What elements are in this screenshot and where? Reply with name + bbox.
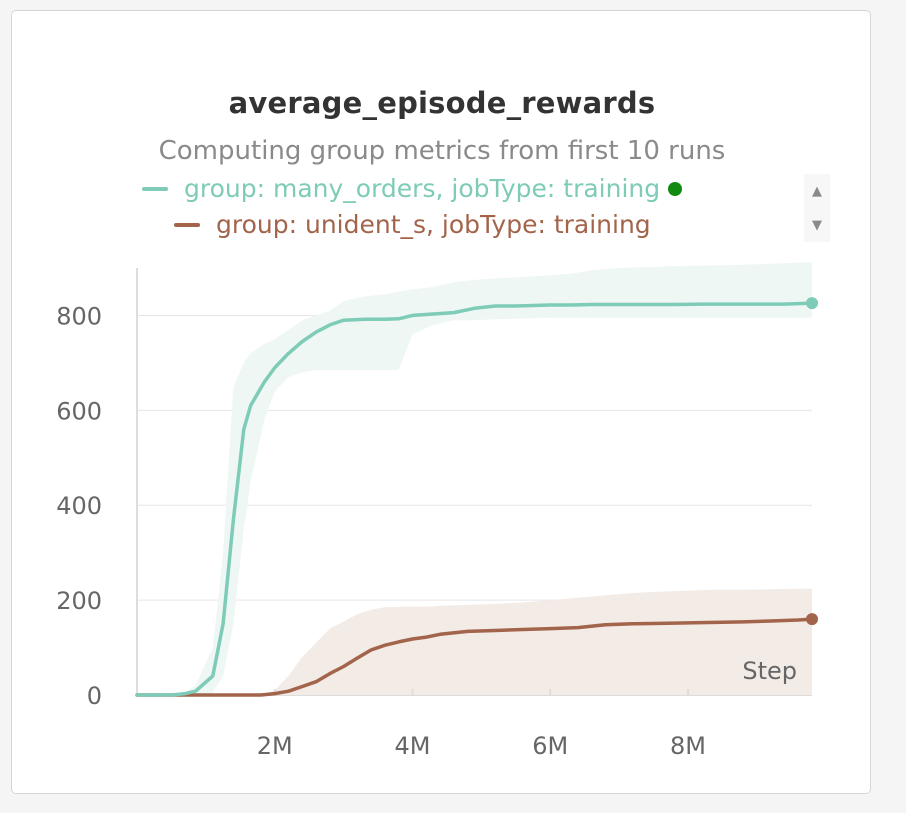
legend-label-many-orders: group: many_orders, jobType: training <box>184 174 661 203</box>
legend-swatch-unident-s <box>174 222 200 227</box>
y-tick-label: 400 <box>56 492 102 520</box>
y-tick-label: 800 <box>56 302 102 330</box>
x-tick-label: 2M <box>257 732 293 760</box>
series-band-unident-s <box>137 588 812 695</box>
chart-legend: group: many_orders, jobType: training gr… <box>130 174 810 244</box>
legend-active-dot-icon <box>668 181 683 196</box>
legend-scroll-up-icon[interactable]: ▲ <box>812 183 822 199</box>
series-line-unident-s <box>135 617 814 697</box>
x-tick-label: 4M <box>395 732 431 760</box>
legend-item-unident-s[interactable]: group: unident_s, jobType: training <box>174 210 651 239</box>
series-line-many-orders <box>135 301 814 697</box>
x-axis-label: Step <box>742 657 797 685</box>
chart-subtitle: Computing group metrics from first 10 ru… <box>158 136 726 166</box>
y-tick-label: 200 <box>56 587 102 615</box>
series-band-many-orders <box>137 262 812 695</box>
legend-scroller[interactable]: ▲ ▼ <box>804 174 830 242</box>
x-tick-label: 8M <box>670 732 706 760</box>
legend-label-unident-s: group: unident_s, jobType: training <box>216 210 651 239</box>
x-tick-label: 6M <box>532 732 568 760</box>
chart-title: average_episode_rewards <box>228 86 656 120</box>
series-endpoint-many-orders <box>806 297 818 310</box>
y-tick-label: 0 <box>87 682 102 710</box>
y-tick-label: 600 <box>56 397 102 425</box>
series-endpoint-unident-s <box>806 613 818 626</box>
legend-swatch-many-orders <box>142 186 168 191</box>
legend-item-many-orders[interactable]: group: many_orders, jobType: training <box>142 174 683 203</box>
legend-scroll-down-icon[interactable]: ▼ <box>812 217 822 233</box>
